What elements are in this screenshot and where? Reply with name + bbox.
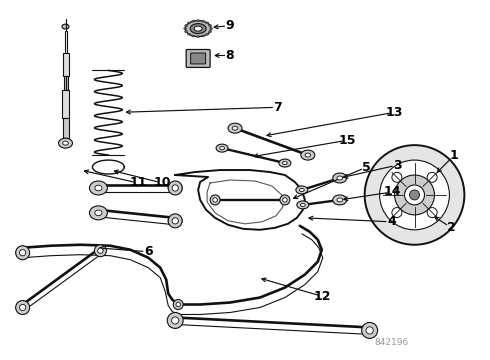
Circle shape (394, 175, 435, 215)
Ellipse shape (210, 28, 213, 30)
Ellipse shape (196, 20, 199, 22)
Ellipse shape (297, 201, 309, 209)
Circle shape (362, 323, 378, 338)
Ellipse shape (188, 33, 191, 35)
Ellipse shape (62, 24, 69, 29)
Circle shape (20, 249, 26, 256)
Ellipse shape (301, 150, 315, 160)
FancyBboxPatch shape (63, 118, 69, 138)
Ellipse shape (216, 144, 228, 152)
Text: 14: 14 (384, 185, 401, 198)
Ellipse shape (206, 33, 209, 35)
Ellipse shape (192, 20, 195, 22)
FancyBboxPatch shape (191, 53, 206, 64)
Text: 6: 6 (144, 245, 152, 258)
Circle shape (95, 245, 106, 257)
Ellipse shape (228, 123, 242, 133)
Ellipse shape (232, 126, 238, 130)
FancyBboxPatch shape (63, 54, 69, 76)
Text: 10: 10 (153, 176, 171, 189)
Circle shape (410, 190, 419, 200)
Ellipse shape (196, 36, 199, 37)
Ellipse shape (95, 210, 102, 216)
Text: 842196: 842196 (375, 338, 409, 347)
Text: 12: 12 (314, 290, 332, 303)
Ellipse shape (209, 31, 212, 33)
Text: 15: 15 (339, 134, 356, 147)
Ellipse shape (296, 186, 308, 194)
Ellipse shape (168, 216, 182, 226)
Ellipse shape (333, 195, 347, 205)
Circle shape (280, 195, 290, 205)
Circle shape (210, 195, 220, 205)
Ellipse shape (58, 138, 73, 148)
FancyBboxPatch shape (186, 50, 210, 67)
Circle shape (405, 185, 424, 205)
Circle shape (427, 208, 437, 217)
Ellipse shape (201, 20, 205, 22)
Text: 2: 2 (447, 221, 456, 234)
Ellipse shape (188, 22, 191, 24)
Circle shape (168, 214, 182, 228)
Text: 5: 5 (362, 161, 371, 174)
Circle shape (167, 312, 183, 328)
Text: 13: 13 (386, 106, 403, 119)
Ellipse shape (172, 186, 178, 190)
Ellipse shape (95, 185, 102, 191)
Ellipse shape (300, 203, 305, 207)
Ellipse shape (168, 183, 182, 193)
Text: 4: 4 (387, 215, 396, 228)
Circle shape (16, 301, 29, 315)
Circle shape (98, 248, 103, 253)
Ellipse shape (185, 31, 188, 33)
FancyBboxPatch shape (62, 90, 69, 118)
Circle shape (168, 181, 182, 195)
Circle shape (365, 145, 465, 245)
Ellipse shape (201, 35, 205, 37)
Text: 1: 1 (450, 149, 459, 162)
Ellipse shape (337, 176, 343, 180)
Circle shape (366, 327, 373, 334)
Ellipse shape (63, 141, 68, 145)
Text: 9: 9 (226, 19, 234, 32)
Ellipse shape (192, 35, 195, 37)
Ellipse shape (299, 188, 304, 192)
Ellipse shape (209, 24, 212, 27)
Ellipse shape (337, 198, 343, 202)
Text: 3: 3 (393, 158, 402, 172)
Circle shape (172, 185, 178, 191)
Ellipse shape (194, 26, 202, 31)
Ellipse shape (333, 173, 347, 183)
Ellipse shape (283, 162, 287, 165)
Ellipse shape (220, 147, 224, 150)
Ellipse shape (206, 22, 209, 24)
Circle shape (427, 172, 437, 182)
Text: 8: 8 (226, 49, 234, 62)
Ellipse shape (185, 21, 211, 37)
Ellipse shape (305, 153, 311, 157)
Ellipse shape (279, 159, 291, 167)
Ellipse shape (172, 219, 178, 223)
Ellipse shape (185, 24, 188, 27)
Circle shape (213, 198, 218, 202)
Ellipse shape (90, 181, 107, 195)
Text: 11: 11 (129, 176, 147, 189)
Circle shape (380, 160, 449, 230)
Ellipse shape (90, 206, 107, 220)
Circle shape (172, 317, 179, 324)
Circle shape (176, 302, 180, 307)
Ellipse shape (190, 24, 206, 33)
Circle shape (392, 172, 402, 182)
Circle shape (392, 208, 402, 217)
Text: 7: 7 (273, 101, 282, 114)
Ellipse shape (184, 28, 187, 30)
Circle shape (173, 300, 183, 310)
Circle shape (20, 304, 26, 311)
Circle shape (172, 218, 178, 224)
Circle shape (283, 198, 287, 202)
FancyBboxPatch shape (64, 76, 68, 90)
Circle shape (16, 246, 29, 260)
